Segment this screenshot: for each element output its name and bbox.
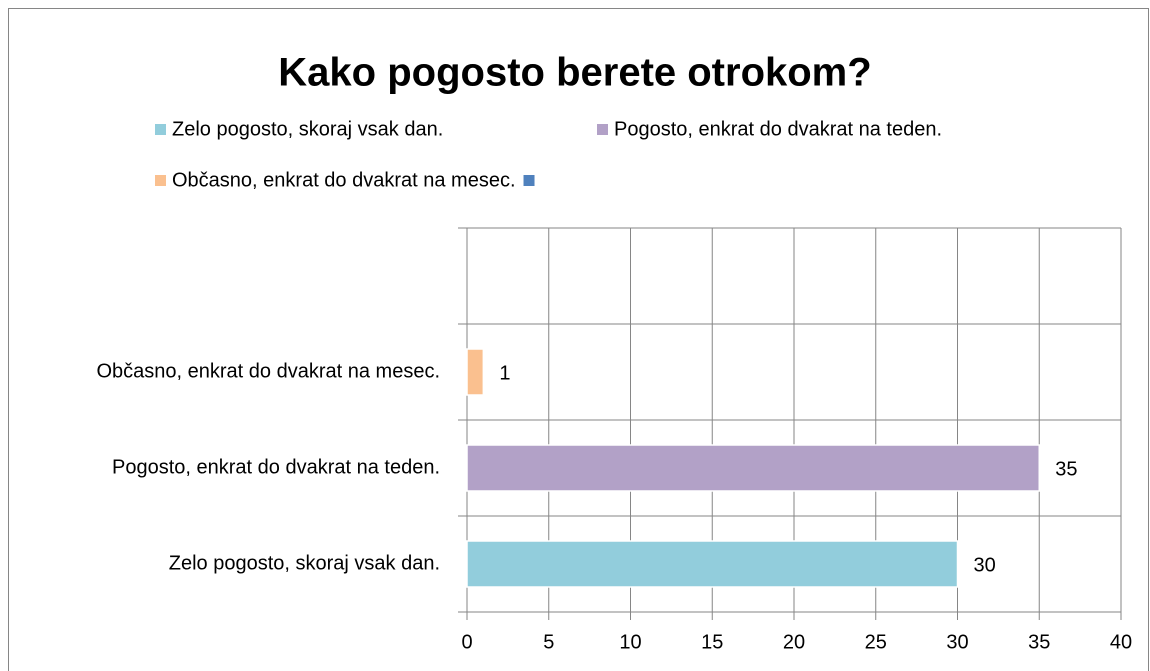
x-tick-label: 30 <box>946 631 968 653</box>
bar <box>466 444 1040 492</box>
y-tick-label: Pogosto, enkrat do dvakrat na teden. <box>112 456 440 478</box>
x-tick-label: 25 <box>865 631 887 653</box>
x-tick-label: 5 <box>543 631 554 653</box>
legend-swatch <box>523 175 535 186</box>
x-tick-label: 20 <box>783 631 805 653</box>
legend-swatch <box>155 175 166 186</box>
legend-swatch <box>597 124 608 135</box>
legend-label: Pogosto, enkrat do dvakrat na teden. <box>614 118 942 140</box>
x-tick-label: 10 <box>619 631 641 653</box>
legend-label: Občasno, enkrat do dvakrat na mesec. <box>172 169 516 191</box>
bar <box>466 348 485 396</box>
x-tick-label: 15 <box>701 631 723 653</box>
legend-swatch <box>155 124 166 135</box>
bar <box>466 540 959 588</box>
chart-title: Kako pogosto berete otrokom? <box>278 51 871 95</box>
x-tick-label: 40 <box>1110 631 1132 653</box>
data-label: 1 <box>499 362 510 384</box>
x-tick-label: 0 <box>461 631 472 653</box>
data-label: 35 <box>1055 458 1077 480</box>
data-label: 30 <box>974 554 996 576</box>
y-tick-label: Zelo pogosto, skoraj vsak dan. <box>169 552 440 574</box>
y-tick-label: Občasno, enkrat do dvakrat na mesec. <box>96 360 440 382</box>
x-tick-label: 35 <box>1028 631 1050 653</box>
legend-label: Zelo pogosto, skoraj vsak dan. <box>172 118 443 140</box>
